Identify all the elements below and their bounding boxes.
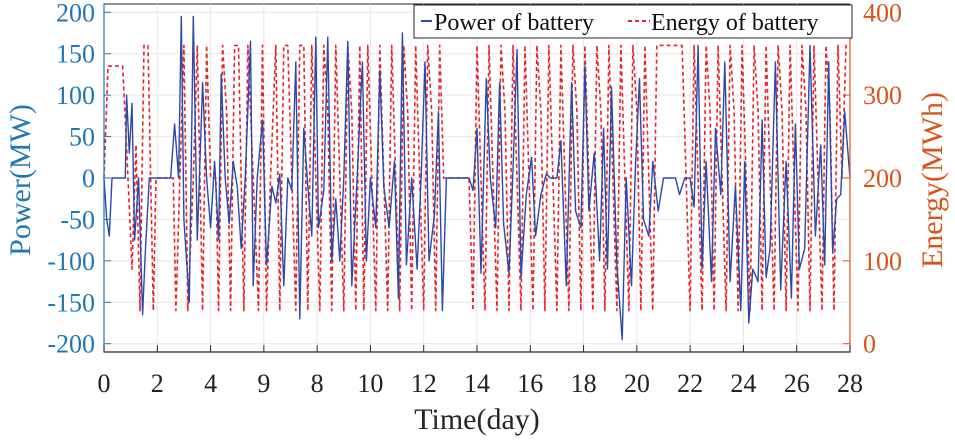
y-tick-label-right: 300 <box>863 81 902 110</box>
x-tick-label: 16 <box>517 369 543 398</box>
y-axis-label-left: Power(MW) <box>4 104 37 256</box>
y-tick-label-left: -200 <box>47 330 95 359</box>
x-tick-label: 12 <box>411 369 437 398</box>
y-tick-label-left: 50 <box>69 123 95 152</box>
y-tick-label-right: 100 <box>863 247 902 276</box>
power-series-line <box>103 15 851 341</box>
y-tick-label-left: 200 <box>56 0 95 27</box>
y-tick-label-left: 100 <box>56 81 95 110</box>
x-tick-label: 26 <box>784 369 810 398</box>
y-tick-label-right: 200 <box>863 164 902 193</box>
y-tick-label-left: -100 <box>47 247 95 276</box>
x-tick-label: 20 <box>624 369 650 398</box>
y-tick-label-left: -50 <box>60 205 95 234</box>
x-tick-label: 22 <box>677 369 703 398</box>
energy-series-line <box>103 44 850 312</box>
x-tick-label: 24 <box>730 369 756 398</box>
y-tick-label-left: 0 <box>82 164 95 193</box>
y-tick-label-left: 150 <box>56 40 95 69</box>
y-tick-label-right: 400 <box>863 0 902 27</box>
legend-label-power: Power of battery <box>434 10 594 36</box>
legend: Power of battery Energy of battery <box>413 4 853 39</box>
x-tick-label: 0 <box>98 369 111 398</box>
y-axis-label-right: Energy(MWh) <box>916 92 949 268</box>
y-tick-label-right: 0 <box>863 330 876 359</box>
legend-box <box>413 4 853 39</box>
x-tick-label: 28 <box>837 369 863 398</box>
x-tick-label: 9 <box>257 369 270 398</box>
x-tick-label: 10 <box>357 369 383 398</box>
x-tick-label: 18 <box>571 369 597 398</box>
y-tick-label-left: -150 <box>47 288 95 317</box>
series-group <box>103 15 851 341</box>
legend-label-energy: Energy of battery <box>651 10 819 36</box>
x-axis-label: Time(day) <box>414 403 540 436</box>
x-tick-label: 2 <box>151 369 164 398</box>
x-tick-label: 8 <box>311 369 324 398</box>
x-tick-label: 14 <box>464 369 490 398</box>
ticks: 0 2 4 9 8 10 12 14 16 18 20 22 24 26 28200150100500-50… <box>47 0 902 398</box>
x-tick-label: 4 <box>204 369 217 398</box>
